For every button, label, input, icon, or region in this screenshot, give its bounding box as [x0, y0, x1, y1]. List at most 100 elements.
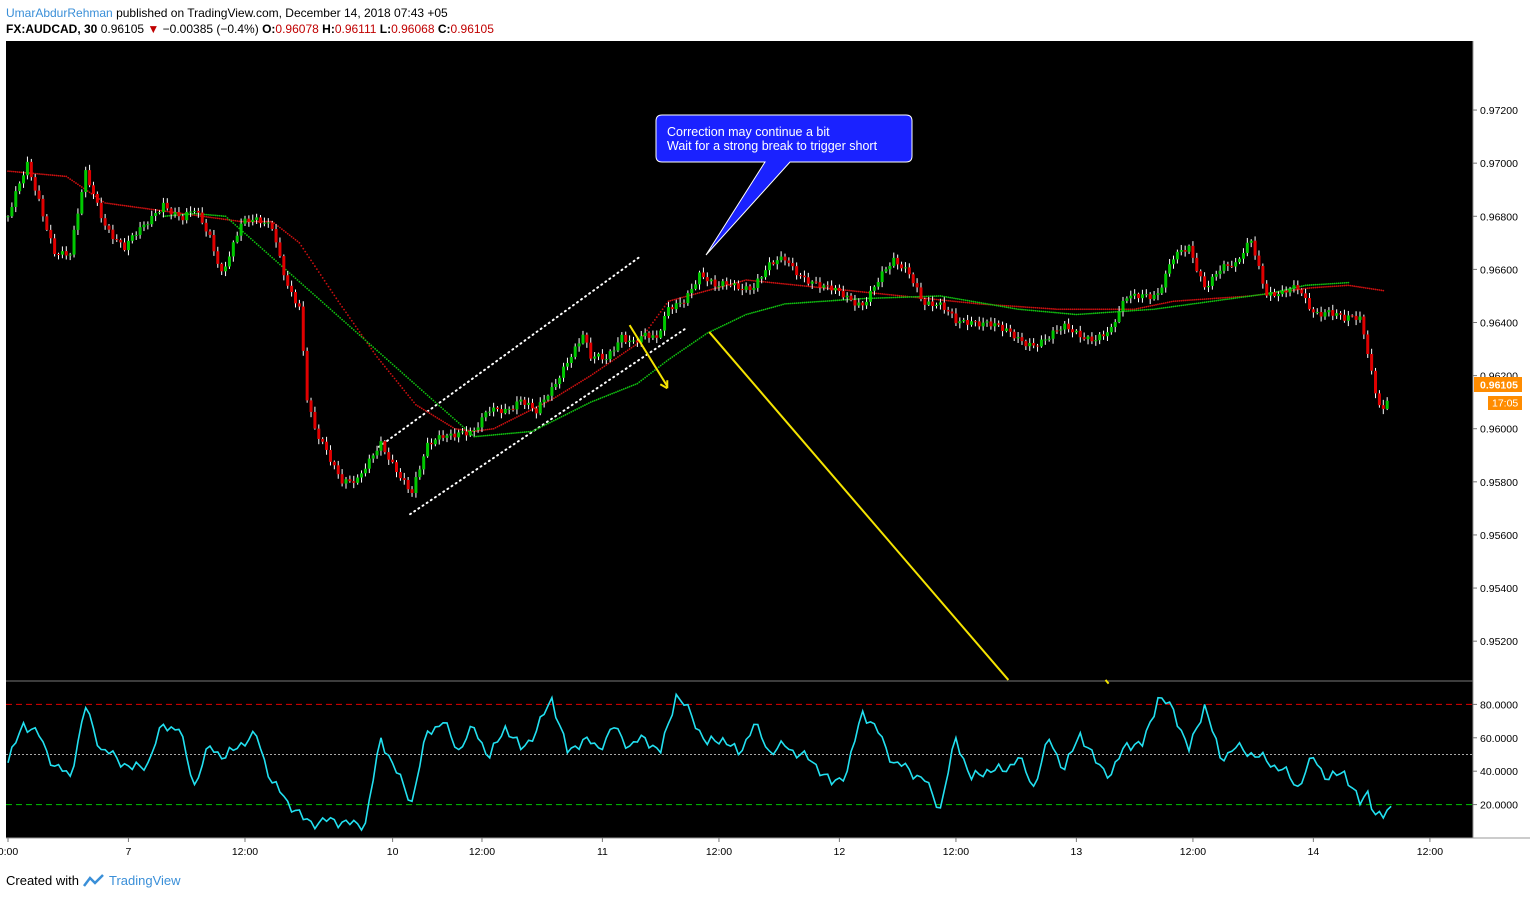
- ma-red-point: [457, 428, 460, 431]
- candle-body: [1226, 264, 1230, 266]
- ma-red-point: [850, 289, 852, 292]
- candle-body: [1370, 354, 1374, 371]
- ma-green-point: [345, 322, 347, 324]
- ma-green-point: [442, 408, 445, 411]
- ma-red-point: [506, 421, 509, 423]
- ma-green-point: [700, 336, 703, 338]
- high-value: 0.96111: [334, 22, 377, 36]
- candle-body: [534, 408, 538, 414]
- ma-red-point: [620, 353, 623, 356]
- ma-red-point: [974, 302, 977, 305]
- candle-body: [499, 409, 503, 414]
- ma-green-point: [218, 214, 221, 217]
- tradingview-logo-icon[interactable]: [82, 873, 105, 888]
- time-axis[interactable]: 0:00 7 12:00 10 12:00 11 12:00 12 12:00 13 12:00 14…: [0, 838, 1443, 858]
- ma-green-point: [607, 394, 610, 397]
- ma-red-point: [1188, 299, 1190, 302]
- ma-red-point: [218, 217, 221, 220]
- ma-green-point: [1195, 302, 1198, 305]
- footer: Created with TradingView: [6, 873, 181, 888]
- ma-red-point: [279, 226, 281, 229]
- candle-body: [868, 290, 872, 302]
- long-arrow-shaft[interactable]: [708, 331, 1010, 681]
- candle-body: [165, 202, 169, 209]
- ma-red-point: [424, 409, 427, 412]
- ma-green-point: [661, 363, 664, 366]
- ma-red-point: [405, 391, 408, 394]
- ma-green-point: [195, 212, 198, 215]
- callout-annotation[interactable]: Correction may continue a bit Wait for a…: [655, 114, 913, 256]
- ma-green-point: [821, 300, 823, 303]
- ma-red-point: [1166, 301, 1169, 304]
- candle-body: [437, 435, 441, 440]
- ma-green-point: [413, 382, 415, 385]
- channel-lower-line[interactable]: [409, 327, 687, 516]
- candle-body: [185, 211, 189, 221]
- symbol-label[interactable]: FX:AUDCAD, 30: [6, 22, 98, 36]
- candle-body: [177, 212, 181, 217]
- ma-red-point: [628, 348, 631, 350]
- channel-upper-line[interactable]: [378, 256, 641, 448]
- ma-green-point: [1102, 311, 1105, 314]
- ma-red-point: [1026, 306, 1029, 309]
- trend-channel[interactable]: [378, 256, 687, 516]
- candle-body: [150, 215, 154, 225]
- candle-body: [806, 277, 810, 284]
- ma-red-point: [430, 413, 433, 416]
- ma-red-point: [1017, 305, 1019, 308]
- ma-green-point: [1094, 312, 1097, 315]
- ma-red-point: [1011, 305, 1014, 308]
- ma-green-point: [828, 299, 831, 302]
- candle-body: [37, 190, 41, 199]
- ma-green-point: [288, 272, 291, 274]
- candle-body: [130, 235, 134, 241]
- ma-red-point: [1374, 288, 1377, 291]
- ma-red-point: [14, 170, 17, 173]
- ma-red-point: [146, 207, 149, 210]
- ma-green-point: [927, 295, 930, 298]
- short-arrow-shaft[interactable]: [628, 324, 669, 387]
- price-axis[interactable]: 0.972000.970000.968000.966000.964000.962…: [1473, 105, 1518, 812]
- ma-green-point: [976, 301, 979, 304]
- ma-red-point: [1102, 308, 1105, 311]
- ma-green-point: [916, 295, 918, 298]
- callout-bubble[interactable]: [655, 114, 913, 256]
- candle-body: [569, 356, 573, 363]
- ma-green-point: [673, 354, 676, 357]
- ma-red-point: [698, 291, 701, 294]
- ma-green-point: [1207, 300, 1210, 303]
- ma-green-point: [391, 363, 394, 366]
- ma-green-point: [164, 215, 167, 218]
- author-link[interactable]: UmarAbdurRehman: [6, 6, 113, 20]
- candle-body: [993, 323, 997, 327]
- tradingview-brand-link[interactable]: TradingView: [108, 873, 181, 888]
- candle-body: [935, 304, 939, 306]
- ma-red-point: [1116, 308, 1119, 311]
- ma-green-point: [545, 423, 547, 426]
- ma-green-point: [1184, 304, 1187, 306]
- ma-red-point: [657, 313, 660, 316]
- ma-red-point: [1052, 308, 1054, 310]
- ma-red-point: [444, 421, 446, 424]
- ma-red-point: [595, 370, 598, 373]
- ma-green-point: [1162, 306, 1165, 309]
- candle-body: [142, 224, 146, 228]
- candle-body: [744, 286, 748, 290]
- candle-body: [1183, 250, 1187, 252]
- candle-body: [577, 343, 581, 347]
- ma-red-point: [1195, 298, 1198, 301]
- ma-red-point: [589, 374, 592, 377]
- ma-red-point: [824, 287, 827, 290]
- annotation-arrows[interactable]: [628, 324, 1110, 685]
- ma-green-point: [995, 304, 998, 307]
- ma-green-point: [890, 296, 893, 299]
- ma-green-point: [481, 435, 483, 437]
- ma-green-point: [249, 237, 252, 240]
- candle-body: [321, 438, 325, 442]
- ma-green-point: [1258, 293, 1260, 296]
- ma-red-point: [789, 283, 792, 286]
- candle-body: [946, 309, 950, 312]
- ma-green-point: [877, 297, 880, 299]
- candle-body: [1074, 330, 1078, 333]
